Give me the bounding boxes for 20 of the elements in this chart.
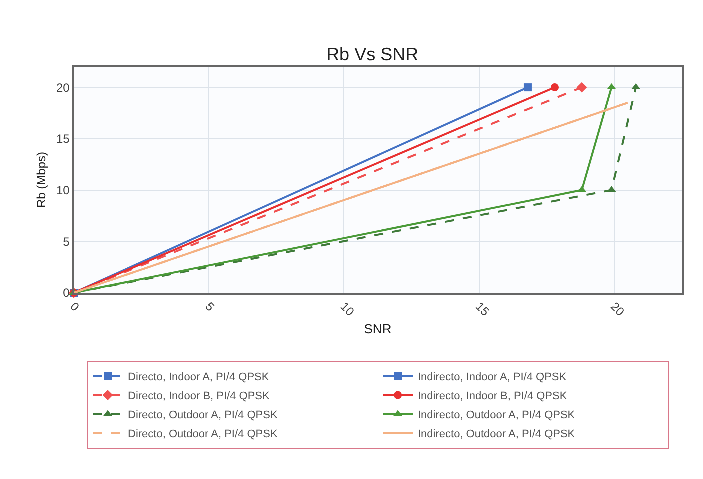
y-tick-label: 0 [63, 286, 70, 300]
x-tick-label: 10 [338, 300, 358, 320]
x-tick-label: 15 [472, 300, 493, 320]
legend-label: Directo, Outdoor A, PI/4 QPSK [128, 428, 278, 441]
legend-label: Indirecto, Outdoor A, PI/4 QPSK [418, 428, 576, 441]
y-tick-label: 15 [56, 132, 70, 146]
y-axis-title: Rb (Mbps) [34, 152, 48, 208]
x-tick-label: 20 [608, 300, 628, 320]
legend-label: Indirecto, Outdoor A, PI/4 QPSK [418, 410, 576, 422]
x-axis-title: SNR [364, 321, 392, 336]
chart-title: Rb Vs SNR [326, 44, 419, 64]
legend-label: Directo, Indoor A, PI/4 QPSK [128, 372, 270, 384]
y-tick-label: 5 [63, 234, 70, 249]
y-tick-label: 20 [56, 80, 70, 95]
legend-label: Directo, Indoor B, PI/4 QPSK [128, 390, 271, 403]
y-tick-label: 10 [56, 183, 70, 198]
legend-label: Indirecto, Indoor B, PI/4 QPSK [418, 390, 568, 403]
legend-label: Directo, Outdoor A, PI/4 QPSK [128, 410, 278, 422]
legend-label: Indirecto, Indoor A, PI/4 QPSK [418, 372, 568, 384]
x-tick-label: 5 [202, 300, 218, 314]
